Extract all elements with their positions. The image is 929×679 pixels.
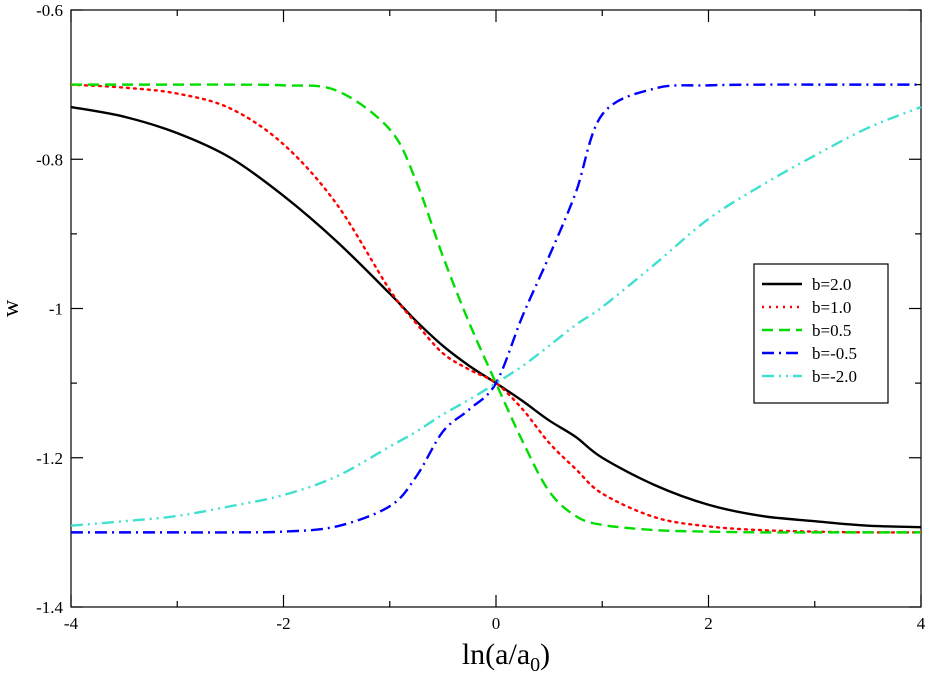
x-axis-title: ln(a/a0) [462,638,550,676]
legend-item: b=0.5 [762,321,851,340]
legend-box [753,263,889,404]
legend-label: b=1.0 [812,298,851,317]
x-tick-label: 4 [917,614,926,633]
x-tick-label: 2 [704,614,713,633]
x-tick-label: 0 [492,614,501,633]
legend-item: b=-0.5 [762,344,857,363]
axis-tick-labels: -4 -2 0 2 4 -1.4 -1.2 -1 -0.8 -0.6 [36,1,926,633]
x-axis-title-main: ln(a/a [462,638,530,671]
legend-item: b=2.0 [762,275,851,294]
y-tick-label: -1 [49,300,63,319]
legend-label: b=-2.0 [812,367,857,386]
series-line-b=-0.5 [70,83,921,534]
legend-item: b=-2.0 [762,367,857,386]
y-tick-label: -1.2 [36,449,63,468]
x-axis-title-close: ) [540,638,550,671]
legend-item: b=1.0 [762,298,851,317]
y-tick-label: -0.6 [36,1,63,20]
legend: b=2.0 b=1.0 b=0.5 b=-0.5 b=-2.0 [753,263,889,404]
series-lines [69,83,923,534]
x-tick-label: -4 [64,614,79,633]
x-axis-title-subscript: 0 [530,654,540,676]
y-tick-label: -1.4 [36,598,63,617]
series-line-b=0.5 [71,83,921,534]
series-line-b=2.0 [70,105,922,529]
legend-label: b=0.5 [812,321,851,340]
legend-label: b=2.0 [812,275,851,294]
y-axis-title: w [0,299,24,317]
legend-label: b=-0.5 [812,344,857,363]
series-line-b=1.0 [69,83,923,534]
x-tick-label: -2 [276,614,290,633]
y-tick-label: -0.8 [36,150,63,169]
